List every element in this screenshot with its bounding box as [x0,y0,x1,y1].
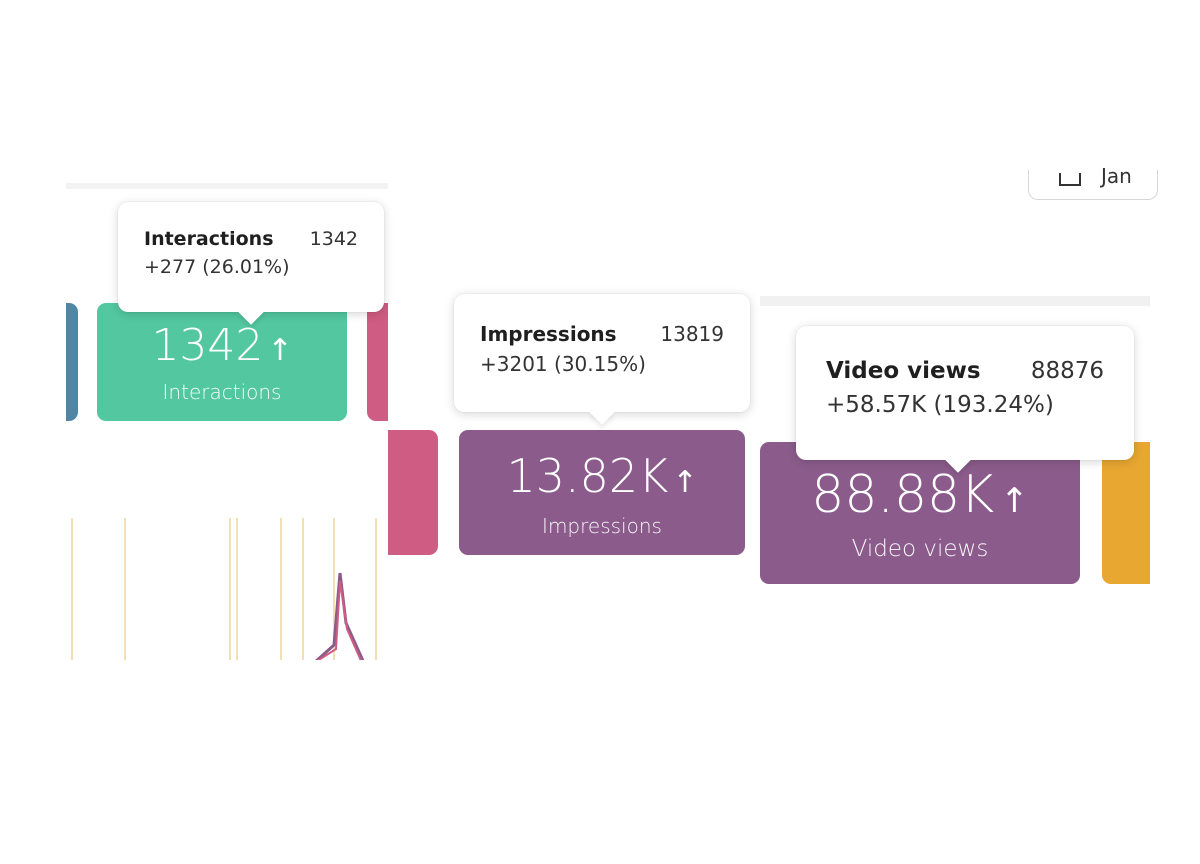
interactions-value: 1342 ↑ [151,320,293,371]
date-range-button[interactable]: Jan [1028,164,1158,200]
tooltip-metric-change: +58.57K (193.24%) [826,392,1054,418]
chart-gridline [71,518,73,660]
tooltip-metric-change: +277 (26.01%) [144,256,290,278]
interactions-tooltip: #tt1::after{} Interactions 1342 +277 (26… [118,202,384,312]
calendar-icon [1059,173,1081,186]
tooltip-metric-value: 1342 [309,228,358,250]
video-views-label: Video views [851,536,989,562]
chart-gridline [280,518,282,660]
interactions-label: Interactions [162,380,282,404]
chart-gridline [333,518,335,660]
tooltip-header: Interactions 1342 [144,228,358,250]
arrow-up-icon: ↑ [1000,481,1029,521]
tooltip-metric-name: Video views [826,358,981,384]
chart-gridline [236,518,238,660]
next-card-stub[interactable] [1102,442,1150,584]
chart-gridline [375,518,377,660]
impressions-value: 13.82K ↑ [506,449,698,503]
previous-card-stub[interactable] [388,430,438,555]
tooltip-metric-name: Interactions [144,228,274,250]
tooltip-metric-value: 88876 [1030,358,1104,384]
interactions-card[interactable]: 1342 ↑ Interactions [97,303,347,421]
tooltip-header: Impressions 13819 [480,322,724,346]
previous-card-stub[interactable] [66,303,78,421]
chart-gridline [302,518,304,660]
impressions-tooltip: Impressions 13819 +3201 (30.15%) [454,294,750,412]
video-views-tooltip: Video views 88876 +58.57K (193.24%) [796,326,1134,460]
arrow-up-icon: ↑ [267,333,293,368]
video-views-card[interactable]: 88.88K ↑ Video views [760,442,1080,584]
chart-gridline [229,518,231,660]
impressions-card[interactable]: 13.82K ↑ Impressions [459,430,745,555]
arrow-up-icon: ↑ [672,465,698,500]
tooltip-metric-name: Impressions [480,322,617,346]
tooltip-metric-change: +3201 (30.15%) [480,352,646,376]
panel-divider [66,183,388,189]
tooltip-header: Video views 88876 [826,358,1104,384]
impressions-label: Impressions [542,514,662,538]
tooltip-metric-value: 13819 [660,322,724,346]
next-card-stub[interactable] [367,303,388,421]
video-views-value: 88.88K ↑ [811,465,1029,525]
chart-gridline [124,518,126,660]
date-range-label: Jan [1101,164,1132,188]
chart-line-fragment [315,572,365,660]
panel-divider [760,296,1150,306]
